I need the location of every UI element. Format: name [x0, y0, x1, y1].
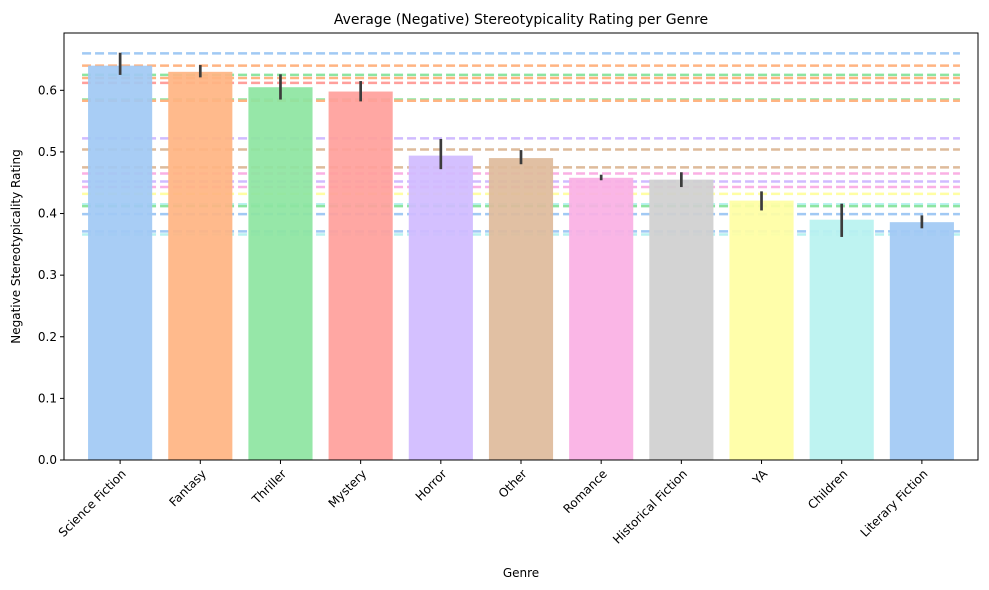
chart-title: Average (Negative) Stereotypicality Rati…	[334, 12, 708, 28]
y-tick-label: 0.3	[38, 268, 57, 282]
bar-children	[809, 219, 874, 460]
bar-literary-fiction	[889, 222, 954, 460]
y-tick-label: 0.0	[38, 453, 57, 467]
bar-thriller	[248, 87, 313, 460]
y-tick-label: 0.6	[38, 83, 57, 97]
y-axis: 0.0 0.1 0.2 0.3 0.4 0.5 0.6	[38, 83, 64, 467]
y-tick-label: 0.4	[38, 207, 57, 221]
bar-horror	[408, 155, 473, 461]
bar-other	[488, 158, 554, 460]
bar-science-fiction	[88, 65, 153, 461]
bar-romance	[569, 177, 634, 460]
y-tick-label: 0.1	[38, 391, 57, 405]
y-tick-label: 0.5	[38, 145, 57, 159]
x-axis-title: Genre	[503, 566, 539, 580]
y-tick-label: 0.2	[38, 330, 57, 344]
bar-fantasy	[168, 71, 233, 461]
y-axis-title: Negative Stereotypicality Rating	[9, 149, 23, 343]
error-bars	[118, 52, 924, 237]
bar-ya	[729, 200, 794, 461]
bars	[88, 65, 954, 461]
bar-historical-fiction	[649, 179, 714, 460]
bar-mystery	[328, 91, 393, 461]
